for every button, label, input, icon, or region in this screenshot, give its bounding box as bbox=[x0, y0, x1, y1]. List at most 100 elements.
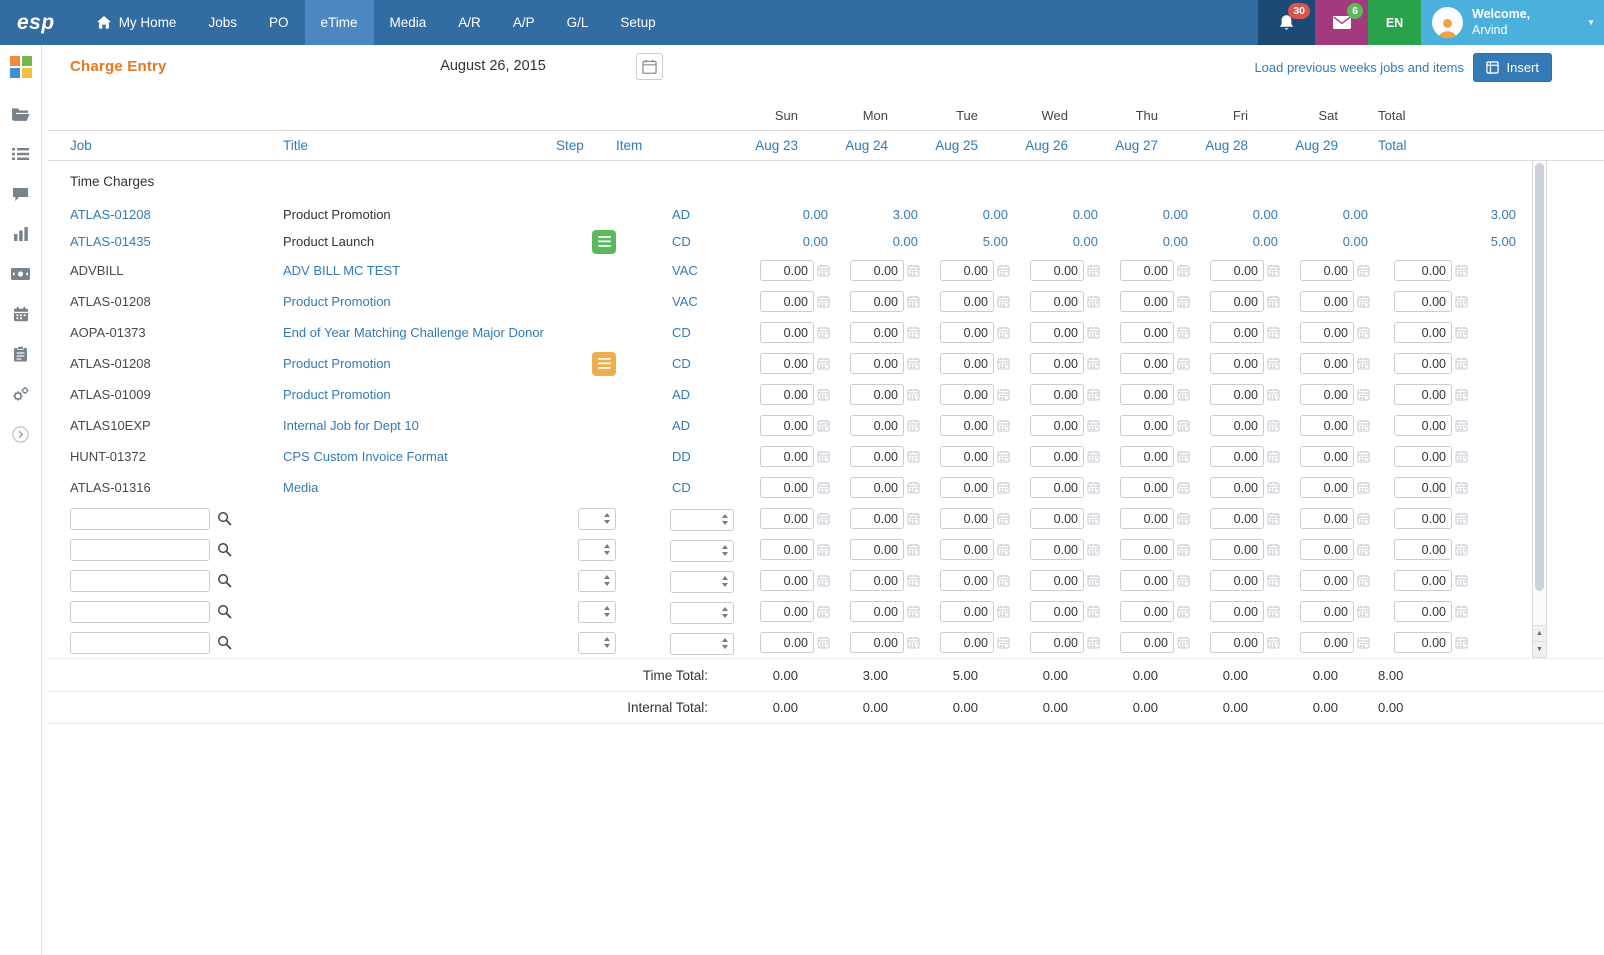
total-input[interactable] bbox=[1394, 384, 1452, 405]
time-detail-button[interactable] bbox=[817, 450, 830, 463]
time-detail-button[interactable] bbox=[1267, 419, 1280, 432]
column-header-date[interactable]: Aug 27 bbox=[1115, 138, 1158, 153]
hours-input[interactable] bbox=[1300, 508, 1354, 529]
hours-input[interactable] bbox=[760, 322, 814, 343]
hours-input[interactable] bbox=[1030, 291, 1084, 312]
time-detail-button[interactable] bbox=[1087, 450, 1100, 463]
time-detail-button[interactable] bbox=[1177, 419, 1190, 432]
hours-input[interactable] bbox=[1210, 539, 1264, 560]
hours-input[interactable] bbox=[1210, 353, 1264, 374]
nav-item-setup[interactable]: Setup bbox=[604, 0, 671, 45]
job-title-link[interactable]: Internal Job for Dept 10 bbox=[283, 418, 419, 433]
hours-input[interactable] bbox=[1120, 260, 1174, 281]
time-detail-button[interactable] bbox=[1177, 326, 1190, 339]
hours-input[interactable] bbox=[760, 632, 814, 653]
column-header-step[interactable]: Step bbox=[556, 138, 584, 153]
search-icon[interactable] bbox=[217, 511, 232, 526]
time-detail-button[interactable] bbox=[997, 543, 1010, 556]
job-title-link[interactable]: Product Promotion bbox=[283, 356, 391, 371]
time-detail-button[interactable] bbox=[997, 636, 1010, 649]
time-detail-button[interactable] bbox=[1455, 388, 1468, 401]
scroll-down-button[interactable]: ▼ bbox=[1533, 641, 1546, 657]
job-title-link[interactable]: Product Promotion bbox=[283, 294, 391, 309]
sidebar-calendar-button[interactable] bbox=[0, 294, 42, 334]
time-detail-button[interactable] bbox=[817, 574, 830, 587]
hours-input[interactable] bbox=[1120, 477, 1174, 498]
hours-input[interactable] bbox=[1120, 291, 1174, 312]
time-detail-button[interactable] bbox=[997, 295, 1010, 308]
column-header-total[interactable]: Total bbox=[1378, 138, 1407, 153]
hours-input[interactable] bbox=[940, 477, 994, 498]
time-detail-button[interactable] bbox=[907, 357, 920, 370]
time-detail-button[interactable] bbox=[1455, 605, 1468, 618]
column-header-date[interactable]: Aug 28 bbox=[1205, 138, 1248, 153]
nav-item-g-l[interactable]: G/L bbox=[551, 0, 605, 45]
hours-input[interactable] bbox=[850, 322, 904, 343]
time-detail-button[interactable] bbox=[817, 481, 830, 494]
hours-input[interactable] bbox=[1210, 601, 1264, 622]
hours-input[interactable] bbox=[850, 601, 904, 622]
time-detail-button[interactable] bbox=[1267, 326, 1280, 339]
hours-input[interactable] bbox=[1030, 539, 1084, 560]
time-detail-button[interactable] bbox=[1455, 543, 1468, 556]
time-detail-button[interactable] bbox=[1455, 636, 1468, 649]
hours-input[interactable] bbox=[1120, 446, 1174, 467]
column-header-date[interactable]: Aug 25 bbox=[935, 138, 978, 153]
hours-input[interactable] bbox=[1120, 601, 1174, 622]
time-detail-button[interactable] bbox=[1267, 481, 1280, 494]
sidebar-folder-button[interactable] bbox=[0, 94, 42, 134]
hours-input[interactable] bbox=[1030, 353, 1084, 374]
time-detail-button[interactable] bbox=[997, 419, 1010, 432]
time-detail-button[interactable] bbox=[907, 512, 920, 525]
time-detail-button[interactable] bbox=[1177, 636, 1190, 649]
nav-item-my-home[interactable]: My Home bbox=[81, 0, 193, 45]
total-input[interactable] bbox=[1394, 353, 1452, 374]
time-detail-button[interactable] bbox=[907, 388, 920, 401]
time-detail-button[interactable] bbox=[997, 512, 1010, 525]
hours-input[interactable] bbox=[940, 260, 994, 281]
job-search-input[interactable] bbox=[70, 631, 210, 654]
hours-input[interactable] bbox=[1030, 415, 1084, 436]
hours-input[interactable] bbox=[1210, 477, 1264, 498]
hours-input[interactable] bbox=[1300, 446, 1354, 467]
time-detail-button[interactable] bbox=[1455, 326, 1468, 339]
step-select[interactable] bbox=[578, 600, 616, 623]
hours-input[interactable] bbox=[1300, 353, 1354, 374]
column-header-date[interactable]: Aug 23 bbox=[755, 138, 798, 153]
hours-input[interactable] bbox=[1300, 291, 1354, 312]
app-logo[interactable] bbox=[9, 56, 32, 78]
time-detail-button[interactable] bbox=[1267, 450, 1280, 463]
job-link[interactable]: ATLAS-01435 bbox=[70, 234, 151, 249]
job-title-link[interactable]: Media bbox=[283, 480, 319, 495]
time-detail-button[interactable] bbox=[1357, 636, 1370, 649]
date-picker-button[interactable] bbox=[636, 53, 663, 80]
scrollbar-thumb[interactable] bbox=[1535, 163, 1544, 591]
hours-input[interactable] bbox=[940, 446, 994, 467]
hours-input[interactable] bbox=[1210, 446, 1264, 467]
step-select[interactable] bbox=[578, 507, 616, 530]
hours-input[interactable] bbox=[850, 291, 904, 312]
hours-input[interactable] bbox=[760, 570, 814, 591]
time-detail-button[interactable] bbox=[817, 605, 830, 618]
total-input[interactable] bbox=[1394, 415, 1452, 436]
hours-input[interactable] bbox=[1030, 384, 1084, 405]
job-search-input[interactable] bbox=[70, 600, 210, 623]
item-select[interactable] bbox=[670, 539, 734, 562]
hours-input[interactable] bbox=[1210, 415, 1264, 436]
language-button[interactable]: EN bbox=[1368, 0, 1421, 45]
time-detail-button[interactable] bbox=[1455, 264, 1468, 277]
notifications-button[interactable]: 30 bbox=[1258, 0, 1315, 45]
sidebar-expand-button[interactable] bbox=[0, 414, 42, 454]
time-detail-button[interactable] bbox=[907, 543, 920, 556]
time-detail-button[interactable] bbox=[1177, 357, 1190, 370]
time-detail-button[interactable] bbox=[1357, 264, 1370, 277]
brand-logo[interactable]: esp bbox=[17, 10, 55, 34]
time-detail-button[interactable] bbox=[907, 295, 920, 308]
time-detail-button[interactable] bbox=[1177, 388, 1190, 401]
time-detail-button[interactable] bbox=[997, 357, 1010, 370]
time-detail-button[interactable] bbox=[1267, 605, 1280, 618]
hours-input[interactable] bbox=[760, 384, 814, 405]
time-detail-button[interactable] bbox=[1267, 574, 1280, 587]
step-select[interactable] bbox=[578, 538, 616, 561]
hours-input[interactable] bbox=[940, 353, 994, 374]
